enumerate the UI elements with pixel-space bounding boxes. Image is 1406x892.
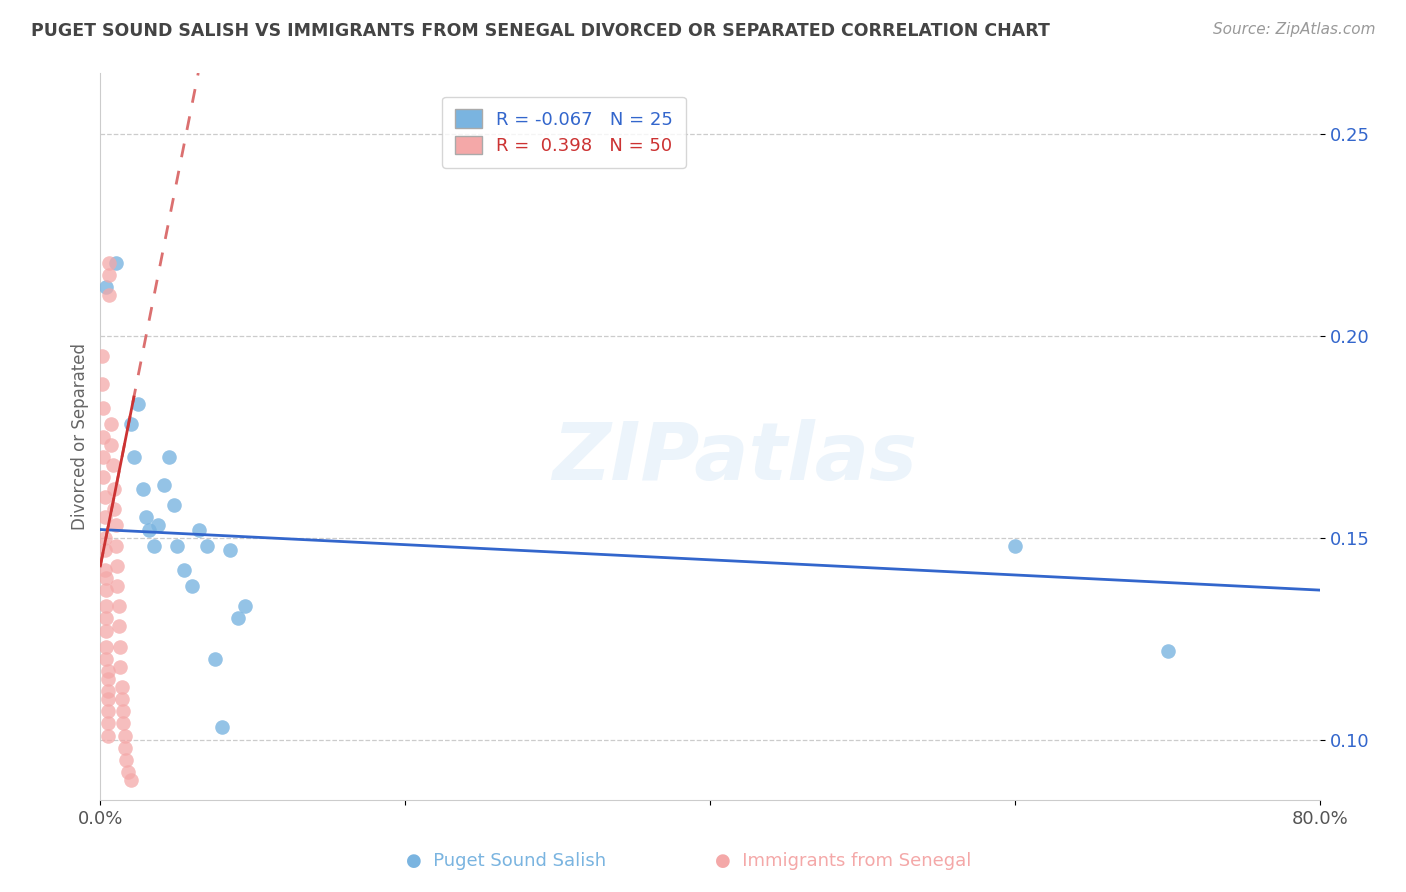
Point	[94, 542, 117, 557]
Legend: R = -0.067   N = 25, R =  0.398   N = 50: R = -0.067 N = 25, R = 0.398 N = 50	[441, 96, 686, 168]
Text: ●  Puget Sound Salish: ● Puget Sound Salish	[406, 852, 606, 870]
Point	[127, 397, 149, 411]
Point	[120, 772, 142, 787]
Point	[148, 518, 170, 533]
Point	[94, 563, 117, 577]
Point	[97, 704, 120, 718]
Y-axis label: Divorced or Separated: Divorced or Separated	[72, 343, 89, 530]
Point	[157, 450, 180, 464]
Point	[90, 349, 112, 363]
Point	[112, 716, 135, 731]
Point	[226, 611, 249, 625]
Point	[96, 624, 118, 638]
Point	[107, 619, 129, 633]
Point	[173, 563, 195, 577]
Point	[188, 523, 211, 537]
Point	[97, 692, 120, 706]
Point	[115, 753, 138, 767]
Point	[122, 450, 145, 464]
Text: ZIPatlas: ZIPatlas	[553, 419, 917, 498]
Point	[1157, 644, 1180, 658]
Point	[100, 438, 122, 452]
Point	[93, 450, 115, 464]
Point	[1004, 539, 1026, 553]
Point	[105, 558, 128, 573]
Point	[97, 664, 120, 678]
Text: ●  Immigrants from Senegal: ● Immigrants from Senegal	[716, 852, 972, 870]
Point	[114, 740, 136, 755]
Point	[96, 583, 118, 598]
Point	[153, 478, 176, 492]
Point	[132, 482, 155, 496]
Point	[120, 417, 142, 432]
Point	[117, 764, 139, 779]
Point	[211, 721, 233, 735]
Point	[135, 510, 157, 524]
Point	[142, 539, 165, 553]
Point	[114, 729, 136, 743]
Point	[96, 571, 118, 585]
Point	[98, 268, 121, 282]
Point	[97, 684, 120, 698]
Point	[103, 482, 125, 496]
Point	[166, 539, 188, 553]
Point	[111, 680, 134, 694]
Point	[96, 599, 118, 614]
Text: Source: ZipAtlas.com: Source: ZipAtlas.com	[1212, 22, 1375, 37]
Point	[180, 579, 202, 593]
Point	[111, 692, 134, 706]
Point	[105, 579, 128, 593]
Text: PUGET SOUND SALISH VS IMMIGRANTS FROM SENEGAL DIVORCED OR SEPARATED CORRELATION : PUGET SOUND SALISH VS IMMIGRANTS FROM SE…	[31, 22, 1050, 40]
Point	[97, 729, 120, 743]
Point	[93, 429, 115, 443]
Point	[103, 502, 125, 516]
Point	[96, 611, 118, 625]
Point	[219, 542, 242, 557]
Point	[108, 660, 131, 674]
Point	[96, 640, 118, 654]
Point	[93, 401, 115, 416]
Point	[108, 640, 131, 654]
Point	[98, 288, 121, 302]
Point	[98, 256, 121, 270]
Point	[107, 599, 129, 614]
Point	[94, 510, 117, 524]
Point	[162, 498, 184, 512]
Point	[204, 652, 226, 666]
Point	[195, 539, 218, 553]
Point	[104, 539, 127, 553]
Point	[112, 704, 135, 718]
Point	[104, 256, 127, 270]
Point	[104, 518, 127, 533]
Point	[93, 470, 115, 484]
Point	[233, 599, 256, 614]
Point	[97, 716, 120, 731]
Point	[138, 523, 160, 537]
Point	[96, 280, 118, 294]
Point	[94, 490, 117, 504]
Point	[101, 458, 124, 472]
Point	[97, 672, 120, 686]
Point	[94, 531, 117, 545]
Point	[100, 417, 122, 432]
Point	[90, 377, 112, 392]
Point	[96, 652, 118, 666]
